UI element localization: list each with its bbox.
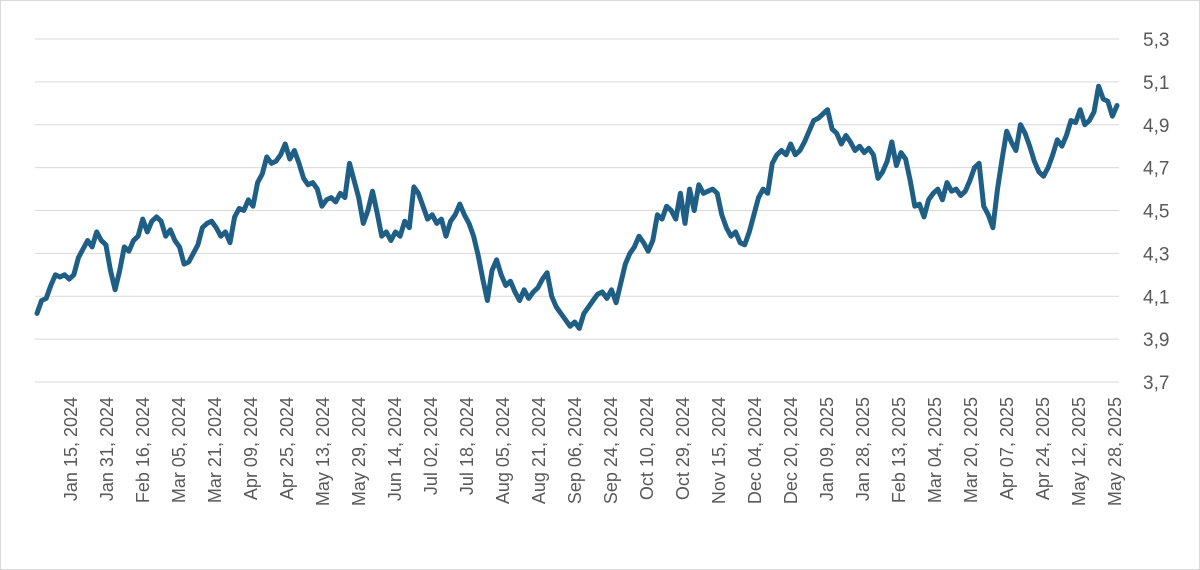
x-axis-ticks: Jan 15, 2024 Jan 31, 2024 Feb 16, 2024 Mar … (61, 397, 1125, 506)
x-tick-label: Sep 24, 2024 (601, 397, 621, 504)
x-tick-label: Apr 07, 2025 (997, 397, 1017, 500)
x-tick-label: May 12, 2025 (1069, 397, 1089, 506)
x-tick-label: Mar 05, 2024 (169, 397, 189, 503)
x-tick-label: Jun 14, 2024 (385, 397, 405, 501)
y-tick-label: 5,1 (1143, 73, 1169, 94)
y-tick-label: 4,5 (1143, 202, 1169, 223)
x-tick-label: Aug 21, 2024 (529, 397, 549, 504)
x-tick-label: Feb 13, 2025 (889, 397, 909, 503)
y-axis-ticks: 3,7 3,9 4,1 4,3 4,5 4,7 4,9 5,1 5,3 (1143, 30, 1169, 394)
x-tick-label: Jan 31, 2024 (97, 397, 117, 501)
x-tick-label: Oct 10, 2024 (637, 397, 657, 500)
x-tick-label: Jul 02, 2024 (421, 397, 441, 495)
x-tick-label: Sep 06, 2024 (565, 397, 585, 504)
y-tick-label: 3,7 (1143, 373, 1169, 394)
x-tick-label: Mar 20, 2025 (961, 397, 981, 503)
x-tick-label: Apr 25, 2024 (277, 397, 297, 500)
x-tick-label: Mar 21, 2024 (205, 397, 225, 503)
y-tick-label: 4,3 (1143, 244, 1169, 265)
y-tick-label: 5,3 (1143, 30, 1169, 51)
x-tick-label: Jan 09, 2025 (817, 397, 837, 501)
x-tick-label: May 28, 2025 (1105, 397, 1125, 506)
x-tick-label: Oct 29, 2024 (673, 397, 693, 500)
x-tick-label: Dec 20, 2024 (781, 397, 801, 504)
x-tick-label: May 29, 2024 (349, 397, 369, 506)
series-line (34, 83, 1120, 331)
y-tick-label: 3,9 (1143, 330, 1169, 351)
x-tick-label: Nov 15, 2024 (709, 397, 729, 504)
x-tick-label: Jan 28, 2025 (853, 397, 873, 501)
x-tick-label: Feb 16, 2024 (133, 397, 153, 503)
x-tick-label: Mar 04, 2025 (925, 397, 945, 503)
x-tick-label: Aug 05, 2024 (493, 397, 513, 504)
series-layer (34, 83, 1120, 331)
x-tick-label: Dec 04, 2024 (745, 397, 765, 504)
x-tick-label: Apr 09, 2024 (241, 397, 261, 500)
y-tick-label: 4,1 (1143, 287, 1169, 308)
gridlines (35, 38, 1119, 383)
y-tick-label: 4,7 (1143, 159, 1169, 180)
x-tick-label: May 13, 2024 (313, 397, 333, 506)
x-tick-label: Apr 24, 2025 (1033, 397, 1053, 500)
y-tick-label: 4,9 (1143, 116, 1169, 137)
x-tick-label: Jul 18, 2024 (457, 397, 477, 495)
x-tick-label: Jan 15, 2024 (61, 397, 81, 501)
